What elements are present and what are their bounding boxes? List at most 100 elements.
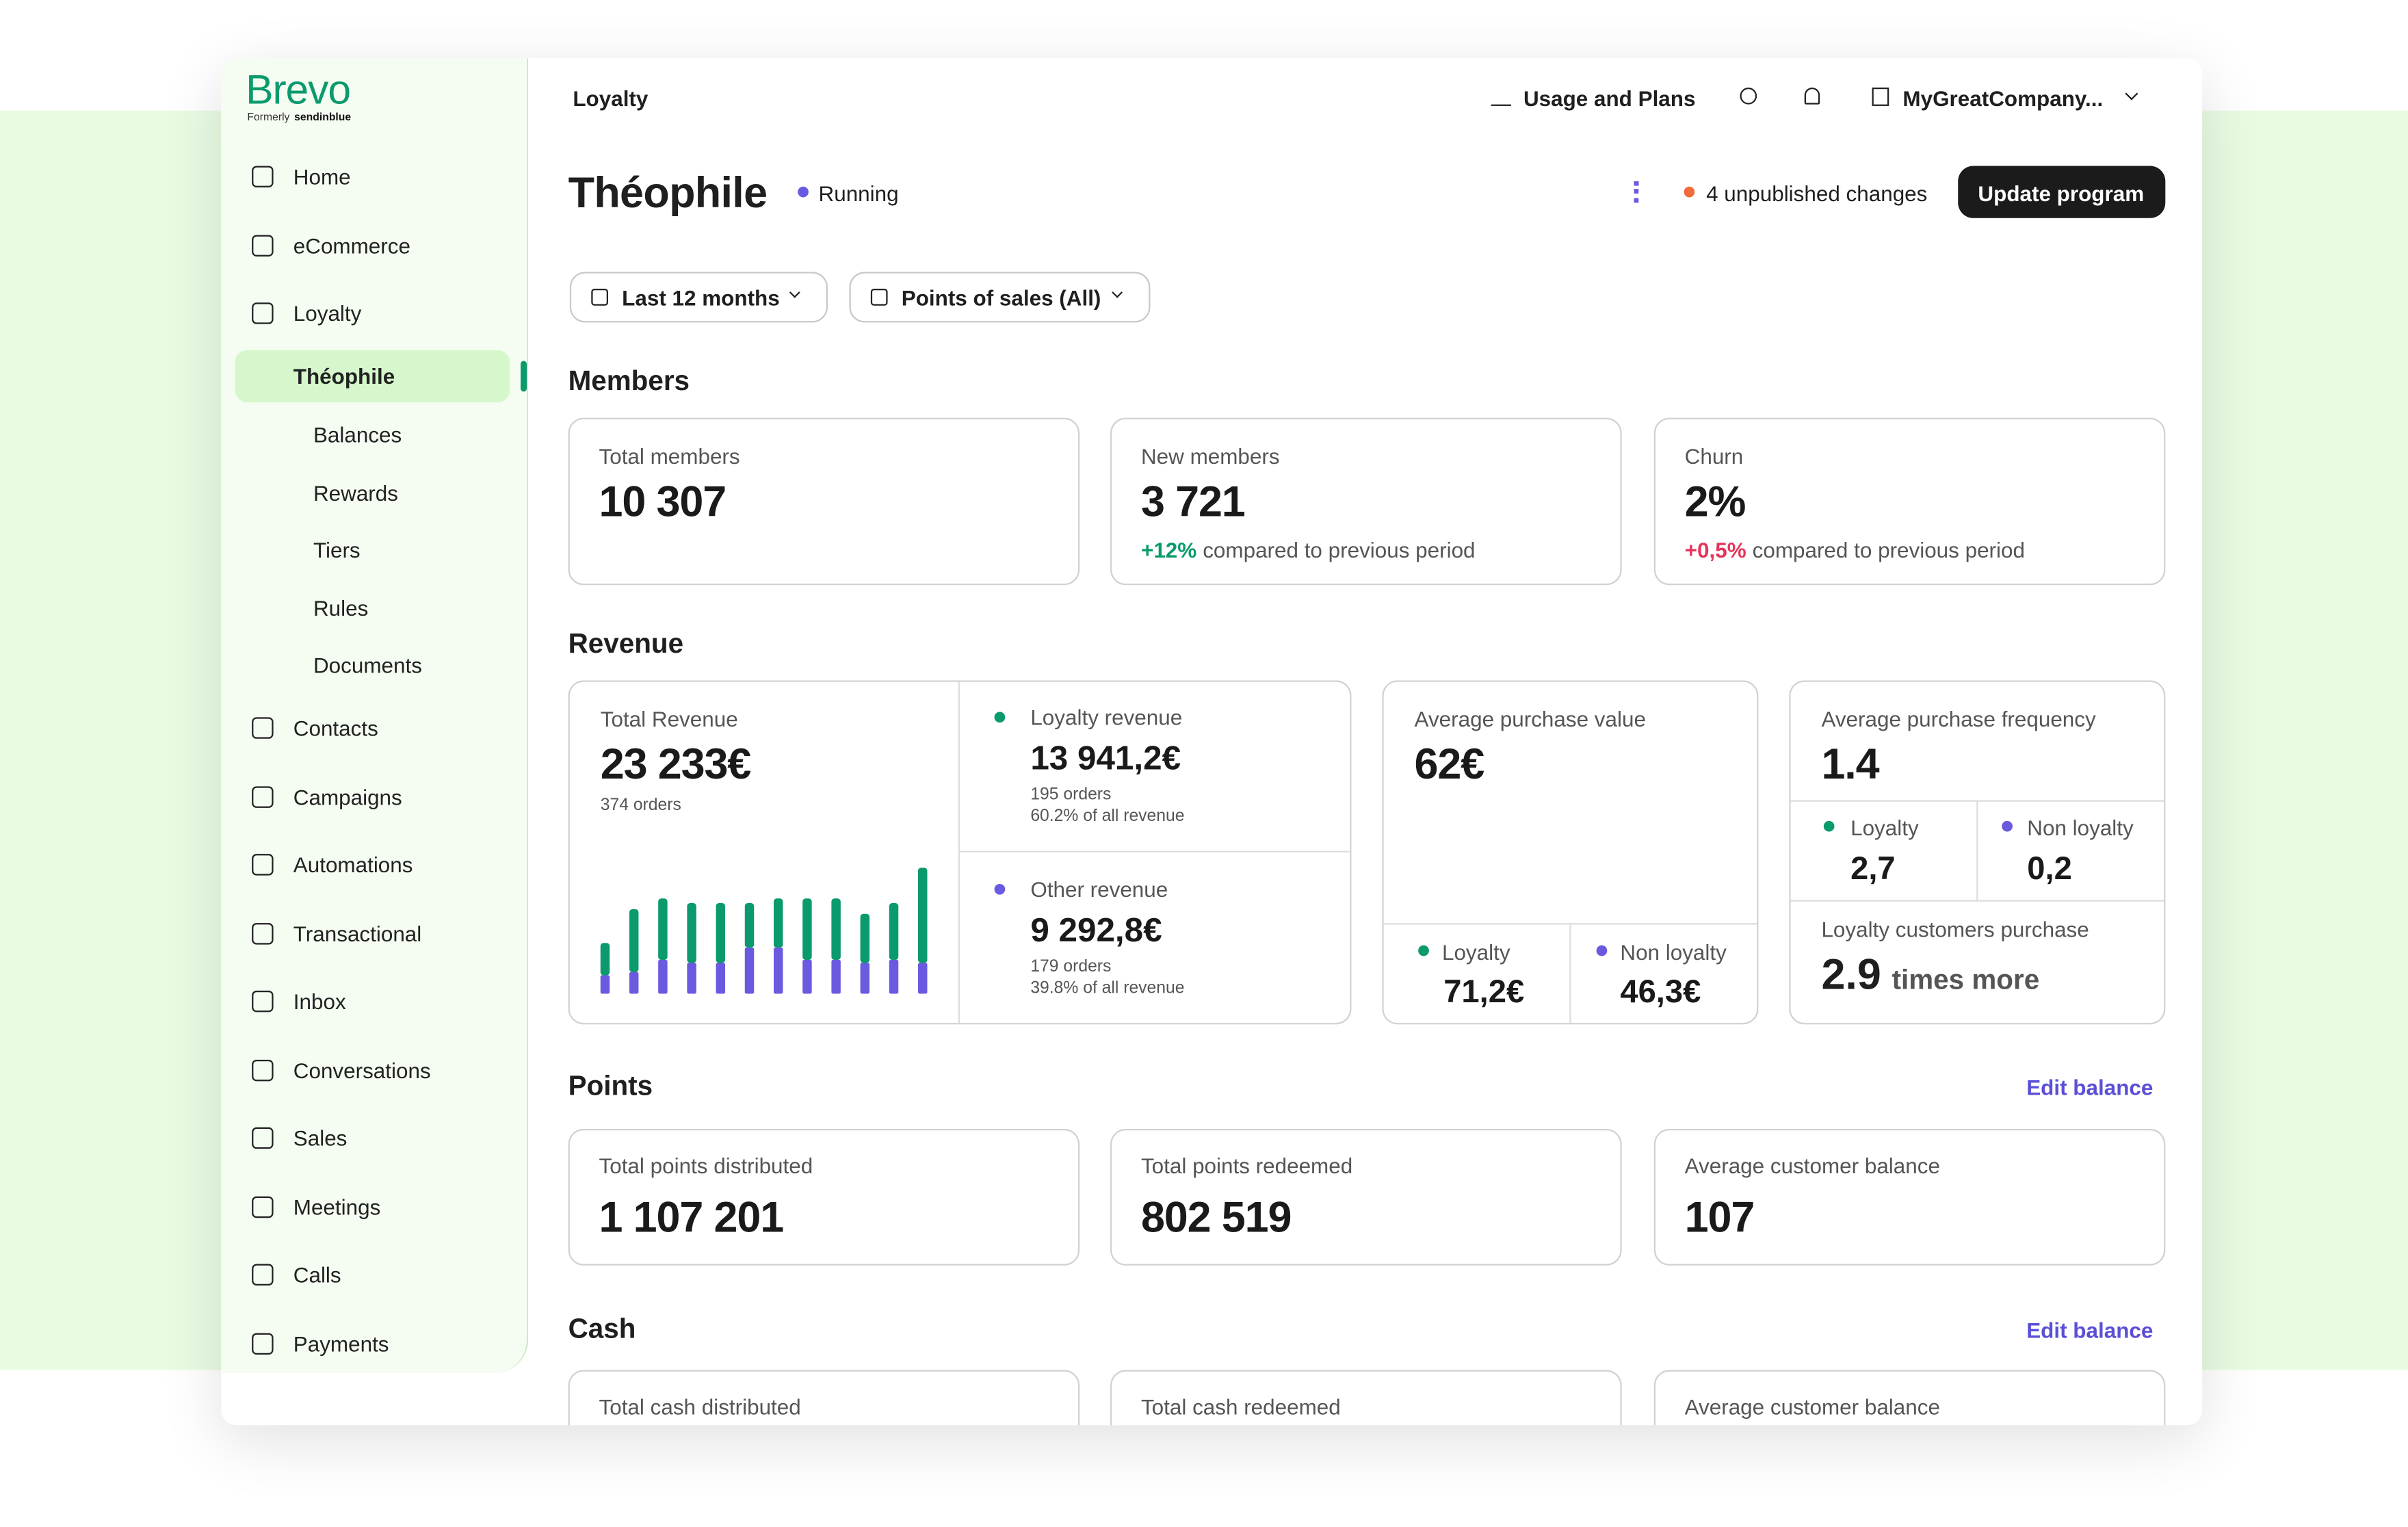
change-value: +0,5% <box>1684 537 1746 562</box>
nav-subitem[interactable]: Documents <box>313 653 422 678</box>
divider <box>960 850 1350 852</box>
nav-icon <box>252 1332 274 1354</box>
kebab-menu[interactable] <box>1634 181 1639 203</box>
app-window: Brevo Formerly sendinblue Home eCommerce Loya… <box>221 58 2203 1426</box>
nav-icon <box>252 854 274 876</box>
metric-label: Loyalty customers purchase <box>1821 917 2089 942</box>
sidebar <box>221 58 529 1373</box>
nav-subitem[interactable]: Balances <box>313 422 402 447</box>
metric-value: 1.4 <box>1821 740 1879 788</box>
update-button-label[interactable]: Update program <box>1978 181 2145 206</box>
metric-label: Average purchase frequency <box>1821 706 2096 731</box>
nav-item[interactable]: Automations <box>293 852 413 877</box>
metric-value: 1 107 201 <box>599 1193 785 1241</box>
bar-loyalty <box>716 903 726 963</box>
nav-item[interactable]: Calls <box>293 1262 341 1288</box>
metric-card <box>1653 1129 2166 1266</box>
filter-label[interactable]: Points of sales (All) <box>901 285 1101 311</box>
bell-icon[interactable] <box>1804 87 1820 105</box>
bar-other <box>860 963 870 994</box>
usage-link[interactable]: Usage and Plans <box>1523 86 1696 111</box>
nav-item[interactable]: Conversations <box>293 1057 431 1082</box>
divider <box>1976 801 1978 900</box>
comparison-suffix: times more <box>1892 964 2040 995</box>
filter-button[interactable] <box>849 272 1151 323</box>
tagline-prefix: Formerly <box>247 113 290 124</box>
nav-item[interactable]: Campaigns <box>293 784 402 809</box>
logo: Brevo <box>246 66 351 114</box>
legend-dot <box>1418 945 1429 956</box>
metric-card <box>568 1370 1080 1426</box>
bar-other <box>802 960 812 994</box>
divider <box>1790 800 2164 802</box>
nav-item[interactable]: Transactional <box>293 920 422 945</box>
nav-item[interactable]: Sales <box>293 1125 348 1151</box>
edit-balance-link[interactable]: Edit balance <box>2026 1075 2154 1100</box>
bar-loyalty <box>629 909 639 973</box>
nav-subitem[interactable]: Tiers <box>313 538 361 563</box>
app-content: Brevo Formerly sendinblue Home eCommerce Loya… <box>221 58 2202 1426</box>
metric-value: 10 307 <box>599 478 727 525</box>
metric-label: Total Revenue <box>600 706 738 731</box>
metric-value: 3 721 <box>1140 478 1246 525</box>
metric-label: Total cash distributed <box>599 1394 801 1420</box>
page-title: Théophile <box>568 168 768 217</box>
metric-change: +12% compared to previous period <box>1141 538 1476 562</box>
nav-item[interactable]: Meetings <box>293 1194 381 1219</box>
nav-icon <box>252 1264 274 1285</box>
nav-icon <box>252 302 274 324</box>
bar-loyalty <box>773 898 783 948</box>
metric-card <box>1110 1370 1622 1426</box>
logo-tagline: Formerly sendinblue <box>247 113 351 124</box>
metric-value: 802 519 <box>1140 1193 1292 1241</box>
nav-item[interactable]: Loyalty <box>293 301 362 326</box>
metric-sub: 60.2% of all revenue <box>1030 807 1185 826</box>
bar-other <box>889 960 899 994</box>
filter-button[interactable] <box>569 272 828 323</box>
nav-item[interactable]: eCommerce <box>293 233 410 258</box>
tagline: sendinblue <box>294 113 352 124</box>
nav-item[interactable]: Home <box>293 164 351 190</box>
usage-icon <box>1491 88 1511 106</box>
metric-sub: 179 orders <box>1030 957 1112 976</box>
nav-icon <box>252 1127 274 1149</box>
nav-subitem[interactable]: Rewards <box>313 480 398 505</box>
bar-loyalty <box>918 867 928 963</box>
nav-icon <box>252 234 274 256</box>
metric-label: Average customer balance <box>1684 1153 1940 1178</box>
legend-dot <box>1684 186 1695 198</box>
legend-dot <box>2002 820 2013 832</box>
nav-icon <box>252 1058 274 1081</box>
edit-balance-link[interactable]: Edit balance <box>2026 1318 2154 1343</box>
update-button[interactable] <box>1958 166 2166 218</box>
bar-loyalty <box>889 903 899 961</box>
help-icon[interactable] <box>1740 87 1757 105</box>
legend-dot <box>994 712 1006 723</box>
nav-item-active[interactable]: Théophile <box>293 364 395 389</box>
filter-label[interactable]: Last 12 months <box>622 285 780 311</box>
nav-item[interactable]: Inbox <box>293 989 346 1014</box>
nav-item[interactable]: Contacts <box>293 716 378 741</box>
metric-sub: 39.8% of all revenue <box>1030 979 1185 998</box>
nav-subitem[interactable]: Rules <box>313 595 369 621</box>
bar-loyalty <box>600 943 610 976</box>
metric-card <box>568 1129 1080 1266</box>
company-menu[interactable]: MyGreatCompany... <box>1902 86 2104 111</box>
metric-value: 71,2€ <box>1443 974 1525 1010</box>
section-title: Revenue <box>568 628 684 660</box>
bar-loyalty <box>658 898 668 961</box>
legend-dot <box>1823 820 1835 832</box>
change-text: compared to previous period <box>1752 537 2025 562</box>
bar-other <box>658 960 668 994</box>
nav-item[interactable]: Payments <box>293 1331 389 1356</box>
metric-card <box>1653 1370 2166 1426</box>
metric-value: 2% <box>1684 478 1746 525</box>
change-value: +12% <box>1140 537 1197 562</box>
section-title: Points <box>568 1070 653 1101</box>
divider <box>1383 923 1757 925</box>
bar-other <box>773 948 783 994</box>
bar-other <box>716 963 726 994</box>
section-title: Members <box>568 365 690 397</box>
metric-value: 9 292,8€ <box>1030 911 1162 950</box>
